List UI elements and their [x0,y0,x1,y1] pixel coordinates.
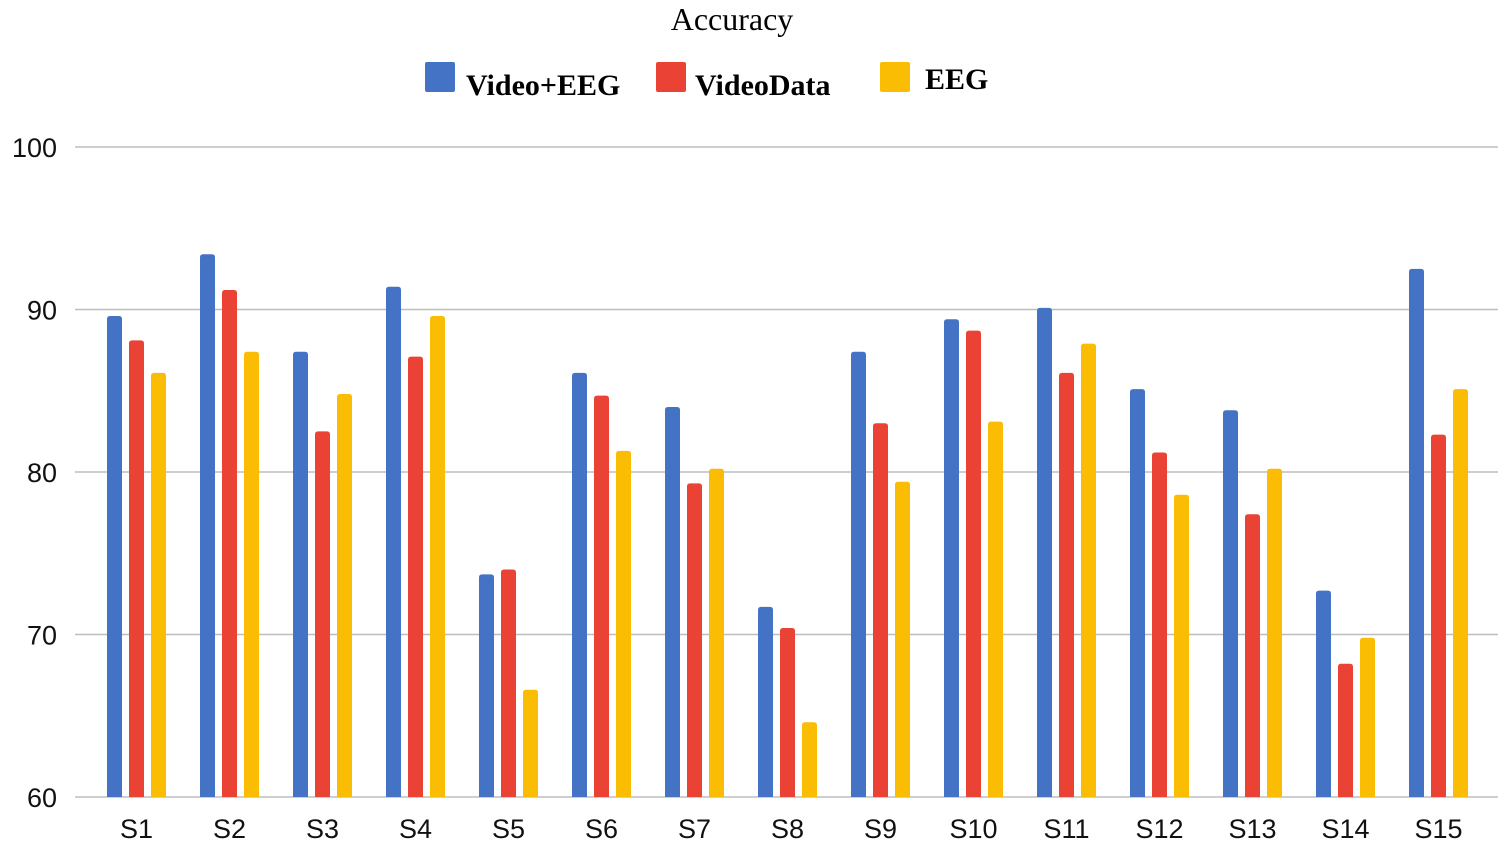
bar-s12-video-eeg [1130,389,1145,797]
bar-s11-video-eeg [1037,307,1052,797]
bar-s8-eeg [802,722,817,797]
bar-s4-videodata [408,356,423,797]
bar-s6-video-eeg [572,372,587,797]
x-tick-label-s5: S5 [492,814,525,844]
bar-s7-eeg [709,468,724,797]
bar-s2-eeg [244,351,259,797]
y-tick-label: 60 [27,783,57,813]
x-tick-label-s7: S7 [678,814,711,844]
bar-s2-video-eeg [200,254,215,797]
x-tick-label-s10: S10 [949,814,997,844]
bar-s1-video-eeg [107,316,122,797]
bar-s9-videodata [873,423,888,797]
legend: Video+EEG VideoData EEG [425,62,988,102]
bar-s4-video-eeg [386,286,401,797]
bar-s8-videodata [780,628,795,797]
y-tick-label: 90 [27,296,57,326]
bar-s2-videodata [222,290,237,797]
bar-s5-videodata [501,569,516,797]
bar-s14-videodata [1338,663,1353,797]
x-tick-label-s3: S3 [306,814,339,844]
bar-s6-eeg [616,450,631,797]
bar-s5-video-eeg [479,574,494,797]
x-tick-label-s1: S1 [120,814,153,844]
bar-s13-videodata [1245,514,1260,797]
bar-s3-video-eeg [293,351,308,797]
legend-label-video-eeg: Video+EEG [466,69,620,102]
legend-label-eeg: EEG [925,63,988,96]
legend-swatch-videodata [656,62,686,92]
bar-s13-eeg [1267,468,1282,797]
x-tick-label-s8: S8 [771,814,804,844]
bar-s4-eeg [430,316,445,797]
chart-title: Accuracy [671,1,794,37]
y-tick-label: 80 [27,458,57,488]
bar-s15-eeg [1453,389,1468,797]
bar-s5-eeg [523,689,538,797]
legend-label-videodata: VideoData [695,69,831,102]
bar-s14-video-eeg [1316,590,1331,797]
bar-s8-video-eeg [758,606,773,797]
bar-s9-eeg [895,481,910,797]
bar-s12-eeg [1174,494,1189,797]
x-tick-label-s6: S6 [585,814,618,844]
y-tick-label: 100 [12,133,57,163]
bar-s9-video-eeg [851,351,866,797]
bar-s3-eeg [337,394,352,797]
y-tick-label: 70 [27,621,57,651]
y-gridlines [75,146,1498,798]
x-tick-label-s14: S14 [1321,814,1369,844]
y-axis-ticks: 60 70 80 90 100 [12,133,57,813]
bars [107,254,1468,797]
bar-s15-videodata [1431,434,1446,797]
bar-s10-eeg [988,421,1003,797]
x-tick-label-s4: S4 [399,814,432,844]
bar-s3-videodata [315,431,330,797]
bar-s6-videodata [594,395,609,797]
x-tick-label-s13: S13 [1228,814,1276,844]
legend-swatch-video-eeg [425,62,455,92]
bar-s14-eeg [1360,637,1375,797]
bar-s1-videodata [129,340,144,797]
bar-s11-eeg [1081,343,1096,797]
x-tick-label-s12: S12 [1135,814,1183,844]
bar-s1-eeg [151,372,166,797]
x-tick-label-s2: S2 [213,814,246,844]
bar-s11-videodata [1059,372,1074,797]
bar-s7-video-eeg [665,407,680,797]
legend-swatch-eeg [880,62,910,92]
bar-s10-video-eeg [944,319,959,797]
x-tick-label-s9: S9 [864,814,897,844]
bar-s12-videodata [1152,452,1167,797]
x-axis-ticks: S1 S2 S3 S4 S5 S6 S7 S8 S9 S10 S11 S12 S13 S14 S15 [120,814,1463,844]
bar-s15-video-eeg [1409,268,1424,797]
x-tick-label-s11: S11 [1043,814,1089,844]
bar-s13-video-eeg [1223,410,1238,797]
bar-s7-videodata [687,483,702,797]
bar-s10-videodata [966,330,981,797]
x-tick-label-s15: S15 [1414,814,1462,844]
